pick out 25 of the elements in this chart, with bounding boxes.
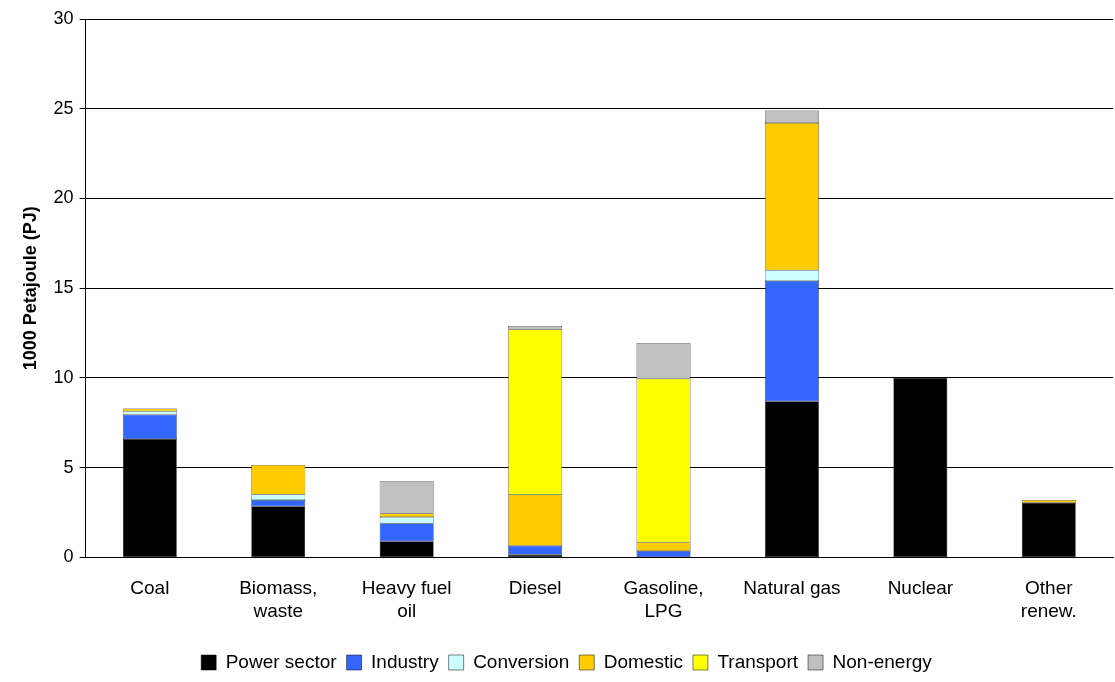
bar (1021, 502, 1076, 557)
x-tick-label: Diesel (508, 577, 562, 599)
y-tick-label: 0 (63, 546, 74, 567)
y-tick-label: 10 (53, 366, 74, 387)
bar (379, 541, 434, 557)
x-tick-label: Coal (130, 577, 170, 599)
x-tick-label: Nuclear (887, 577, 954, 599)
legend-label: Transport (717, 650, 799, 672)
x-tick-label: Gasoline, LPG (623, 577, 704, 621)
y-tick-label: 15 (53, 277, 74, 298)
x-tick-label: Natural gas (743, 577, 841, 599)
x-tick-label: Heavy fuel oil (361, 577, 452, 621)
legend-label: Non-energy (832, 650, 933, 672)
legend-label: Industry (371, 650, 440, 672)
x-tick-label: Other renew. (1020, 577, 1077, 621)
legend-label: Conversion (473, 650, 570, 672)
y-axis-title: 1000 Petajoule (PJ) (19, 206, 40, 371)
y-tick-label: 5 (63, 456, 74, 477)
bar (251, 506, 306, 557)
legend-label: Domestic (603, 650, 683, 672)
y-tick-label: 30 (53, 7, 74, 28)
x-tick-label: Biomass, waste (239, 577, 318, 621)
legend-label: Power sector (225, 650, 338, 672)
y-tick-label: 25 (53, 97, 74, 118)
y-tick-label: 20 (53, 187, 74, 208)
